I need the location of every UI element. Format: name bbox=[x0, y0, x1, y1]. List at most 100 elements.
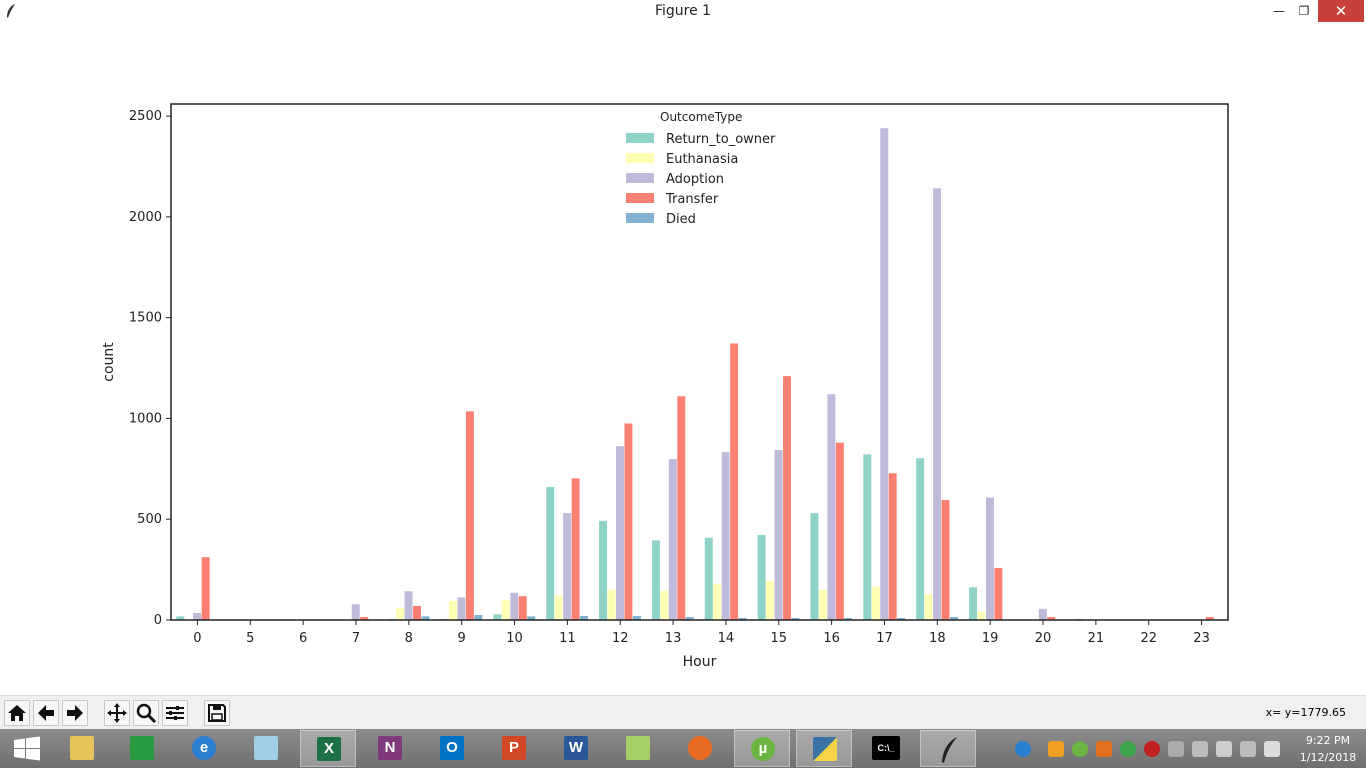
internet-explorer-icon: e bbox=[192, 736, 216, 760]
bar-adoption-12 bbox=[616, 446, 624, 620]
bar-euthanasia-11 bbox=[554, 595, 563, 620]
volume-icon[interactable] bbox=[1264, 741, 1280, 757]
taskbar-word[interactable]: W bbox=[548, 730, 604, 767]
forward-button[interactable] bbox=[62, 700, 88, 726]
powerpoint-icon: P bbox=[502, 736, 526, 760]
bar-adoption-19 bbox=[985, 497, 994, 620]
home-button[interactable] bbox=[4, 700, 30, 726]
maximize-button[interactable]: ❐ bbox=[1298, 4, 1310, 18]
bar-adoption-8 bbox=[404, 591, 413, 620]
bar-transfer-7 bbox=[360, 616, 369, 620]
outlook-icon: O bbox=[440, 736, 464, 760]
network-disabled-icon[interactable] bbox=[1168, 741, 1184, 757]
bar-transfer-12 bbox=[624, 423, 633, 620]
x-tick-label: 19 bbox=[982, 631, 999, 646]
taskbar-firefox[interactable] bbox=[672, 730, 728, 767]
x-tick-label: 17 bbox=[876, 631, 893, 646]
network-icon[interactable] bbox=[1240, 741, 1256, 757]
bar-adoption-20 bbox=[1038, 608, 1047, 620]
x-tick-label: 9 bbox=[458, 631, 466, 646]
x-tick-label: 21 bbox=[1088, 631, 1105, 646]
bar-died-16 bbox=[844, 617, 853, 620]
taskbar-powerpoint[interactable]: P bbox=[486, 730, 542, 767]
back-button[interactable] bbox=[33, 700, 59, 726]
utorrent-icon: µ bbox=[751, 737, 775, 761]
configure-subplots-icon bbox=[166, 706, 184, 720]
bar-transfer-0 bbox=[201, 557, 210, 620]
bar-adoption-7 bbox=[351, 604, 360, 620]
feather-icon bbox=[7, 4, 15, 18]
x-tick-label: 10 bbox=[506, 631, 523, 646]
flag-icon[interactable] bbox=[1192, 741, 1208, 757]
legend-swatch-adoption bbox=[626, 173, 654, 183]
close-button[interactable]: ✕ bbox=[1318, 0, 1364, 22]
legend-label-adoption: Adoption bbox=[666, 172, 724, 187]
taskbar-store[interactable] bbox=[114, 730, 170, 767]
x-tick-label: 14 bbox=[718, 631, 735, 646]
chrome-icon[interactable] bbox=[1120, 741, 1136, 757]
taskbar-utorrent[interactable]: µ bbox=[734, 730, 790, 767]
utorrent-tray-icon[interactable] bbox=[1072, 741, 1088, 757]
taskbar-notepad-plus[interactable] bbox=[610, 730, 666, 767]
zoom-button[interactable] bbox=[133, 700, 159, 726]
bar-transfer-14 bbox=[730, 343, 739, 620]
bar-transfer-8 bbox=[413, 605, 422, 620]
device-icon[interactable] bbox=[1216, 741, 1232, 757]
taskbar-matplotlib-figure[interactable] bbox=[920, 730, 976, 767]
bar-adoption-15 bbox=[774, 450, 783, 620]
bar-euthanasia-10 bbox=[501, 600, 510, 620]
taskbar-file-explorer[interactable] bbox=[54, 730, 110, 767]
bar-adoption-16 bbox=[827, 394, 836, 620]
onenote-icon: N bbox=[378, 736, 402, 760]
clock-date[interactable]: 1/12/2018 bbox=[1299, 751, 1357, 764]
bar-transfer-11 bbox=[571, 478, 580, 620]
bar-return_to_owner-13 bbox=[651, 540, 660, 620]
bar-died-10 bbox=[527, 616, 536, 620]
bar-euthanasia-13 bbox=[660, 590, 669, 620]
x-tick-label: 22 bbox=[1140, 631, 1157, 646]
pan-icon bbox=[107, 703, 127, 723]
taskbar-excel[interactable]: X bbox=[300, 730, 356, 767]
pan-button[interactable] bbox=[104, 700, 130, 726]
window-title: Figure 1 bbox=[654, 3, 712, 19]
bar-adoption-10 bbox=[510, 592, 519, 620]
bar-return_to_owner-18 bbox=[916, 458, 925, 620]
bar-transfer-15 bbox=[783, 376, 791, 620]
tray-arrow-icon[interactable] bbox=[1048, 741, 1064, 757]
notepad-plus-icon bbox=[626, 736, 650, 760]
configure-subplots-button[interactable] bbox=[162, 700, 188, 726]
bar-transfer-20 bbox=[1047, 616, 1056, 620]
taskbar-internet-explorer[interactable]: e bbox=[176, 730, 232, 767]
bar-died-11 bbox=[580, 615, 589, 620]
bar-died-15 bbox=[791, 617, 800, 620]
x-tick-label: 12 bbox=[612, 631, 629, 646]
tray-app-icon[interactable] bbox=[1096, 741, 1112, 757]
x-tick-label: 8 bbox=[405, 631, 413, 646]
bar-adoption-11 bbox=[563, 513, 572, 620]
bar-transfer-19 bbox=[994, 568, 1003, 620]
bar-return_to_owner-15 bbox=[757, 534, 766, 620]
taskbar-command-prompt[interactable]: C:\_ bbox=[858, 730, 914, 767]
taskbar-folders[interactable] bbox=[238, 730, 294, 767]
help-icon[interactable] bbox=[1015, 741, 1031, 757]
bar-adoption-9 bbox=[457, 597, 466, 620]
x-tick-label: 16 bbox=[823, 631, 840, 646]
bar-transfer-16 bbox=[835, 442, 844, 621]
minimize-button[interactable]: — bbox=[1273, 4, 1285, 18]
bar-return_to_owner-10 bbox=[493, 614, 502, 620]
bar-died-14 bbox=[738, 617, 747, 620]
clock-time[interactable]: 9:22 PM bbox=[1305, 734, 1351, 747]
legend-swatch-euthanasia bbox=[626, 153, 654, 163]
antivirus-icon[interactable] bbox=[1144, 741, 1160, 757]
bar-died-18 bbox=[950, 616, 958, 620]
save-button[interactable] bbox=[204, 700, 230, 726]
taskbar-python[interactable] bbox=[796, 730, 852, 767]
home-icon bbox=[8, 705, 26, 721]
taskbar-outlook[interactable]: O bbox=[424, 730, 480, 767]
bar-euthanasia-19 bbox=[977, 611, 986, 620]
taskbar-onenote[interactable]: N bbox=[362, 730, 418, 767]
folder-icon bbox=[70, 736, 94, 760]
x-tick-label: 6 bbox=[299, 631, 307, 646]
start-button[interactable] bbox=[0, 730, 56, 767]
x-tick-label: 11 bbox=[559, 631, 576, 646]
